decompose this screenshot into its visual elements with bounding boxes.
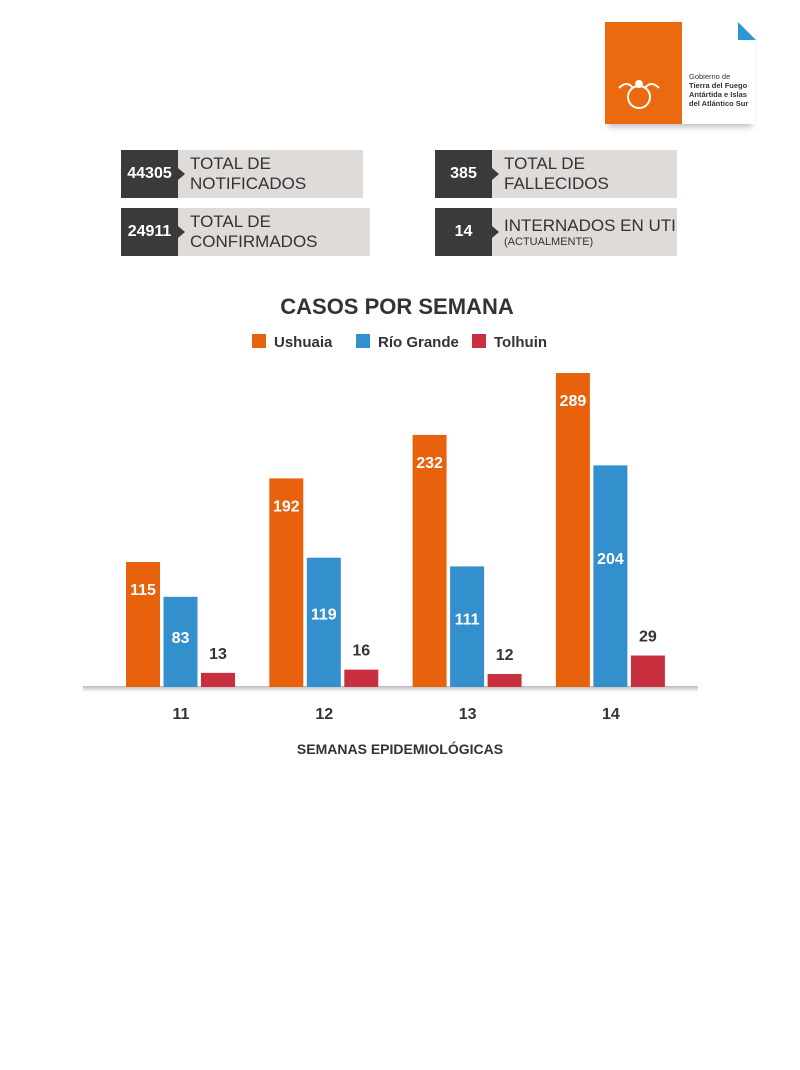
logo-line: Gobierno de bbox=[689, 72, 731, 81]
stat-value: 44305 bbox=[121, 150, 185, 198]
legend-label: Tolhuin bbox=[494, 334, 547, 351]
data-label: 29 bbox=[639, 628, 657, 645]
stat-value: 24911 bbox=[121, 208, 185, 256]
bar bbox=[344, 669, 379, 687]
stat-notificados: 44305 TOTAL DE NOTIFICADOS bbox=[121, 150, 363, 198]
bar bbox=[450, 566, 485, 687]
legend-swatch bbox=[356, 334, 370, 348]
bar bbox=[201, 672, 235, 687]
logo-line: del Atlántico Sur bbox=[689, 99, 749, 108]
legend: Ushuaia Río Grande Tolhuin bbox=[252, 334, 547, 351]
bar bbox=[269, 478, 304, 687]
data-label: 119 bbox=[311, 606, 337, 623]
bar-chart: CASOS POR SEMANA Ushuaia Río Grande Tolhui… bbox=[83, 294, 698, 757]
bar bbox=[630, 655, 665, 687]
data-label: 232 bbox=[416, 455, 443, 472]
legend-swatch bbox=[472, 334, 486, 348]
stat-value: 385 bbox=[435, 150, 499, 198]
bar bbox=[412, 434, 447, 687]
legend-label: Río Grande bbox=[378, 334, 459, 351]
data-label: 16 bbox=[352, 643, 370, 660]
stat-sublabel: (ACTUALMENTE) bbox=[504, 236, 594, 248]
data-label: 204 bbox=[597, 551, 624, 568]
data-label: 115 bbox=[130, 582, 156, 599]
logo-line: Antártida e Islas bbox=[689, 90, 747, 99]
x-tick-label: 13 bbox=[459, 706, 477, 723]
logo-text: Gobierno de Tierra del Fuego Antártida e… bbox=[689, 72, 748, 108]
bar bbox=[487, 673, 522, 687]
x-tick-label: 14 bbox=[602, 706, 620, 723]
chart-title: CASOS POR SEMANA bbox=[280, 294, 514, 319]
data-label: 83 bbox=[172, 630, 190, 647]
baseline-shadow bbox=[83, 686, 698, 692]
stat-label-main: INTERNADOS EN UTI bbox=[504, 216, 676, 235]
x-tick-label: 11 bbox=[173, 706, 190, 723]
legend-swatch bbox=[252, 334, 266, 348]
bar bbox=[126, 562, 160, 687]
bar bbox=[306, 557, 341, 687]
stat-label: TOTAL DE FALLECIDOS bbox=[492, 150, 677, 198]
x-axis-label: SEMANAS EPIDEMIOLÓGICAS bbox=[297, 740, 503, 757]
x-tick-label: 12 bbox=[315, 706, 333, 723]
data-label: 13 bbox=[209, 646, 227, 663]
stat-value: 14 bbox=[435, 208, 499, 256]
data-label: 289 bbox=[560, 393, 587, 410]
government-logo: Gobierno de Tierra del Fuego Antártida e… bbox=[605, 22, 755, 124]
bar bbox=[163, 596, 198, 687]
stat-label: TOTAL DE CONFIRMADOS bbox=[178, 208, 370, 256]
corner-triangle-decoration bbox=[738, 22, 756, 40]
bar bbox=[555, 373, 590, 687]
data-label: 192 bbox=[273, 498, 300, 515]
stat-label: TOTAL DE NOTIFICADOS bbox=[178, 150, 363, 198]
bar bbox=[593, 465, 628, 687]
stat-internados-uti: 14 INTERNADOS EN UTI (ACTUALMENTE) bbox=[435, 208, 677, 256]
logo-line: Tierra del Fuego bbox=[689, 81, 748, 90]
coat-of-arms-logo bbox=[605, 22, 682, 124]
legend-label: Ushuaia bbox=[274, 334, 333, 351]
stat-confirmados: 24911 TOTAL DE CONFIRMADOS bbox=[121, 208, 370, 256]
stat-label: INTERNADOS EN UTI (ACTUALMENTE) bbox=[492, 208, 677, 256]
data-label: 12 bbox=[496, 647, 514, 664]
data-label: 111 bbox=[455, 612, 480, 629]
stat-fallecidos: 385 TOTAL DE FALLECIDOS bbox=[435, 150, 677, 198]
